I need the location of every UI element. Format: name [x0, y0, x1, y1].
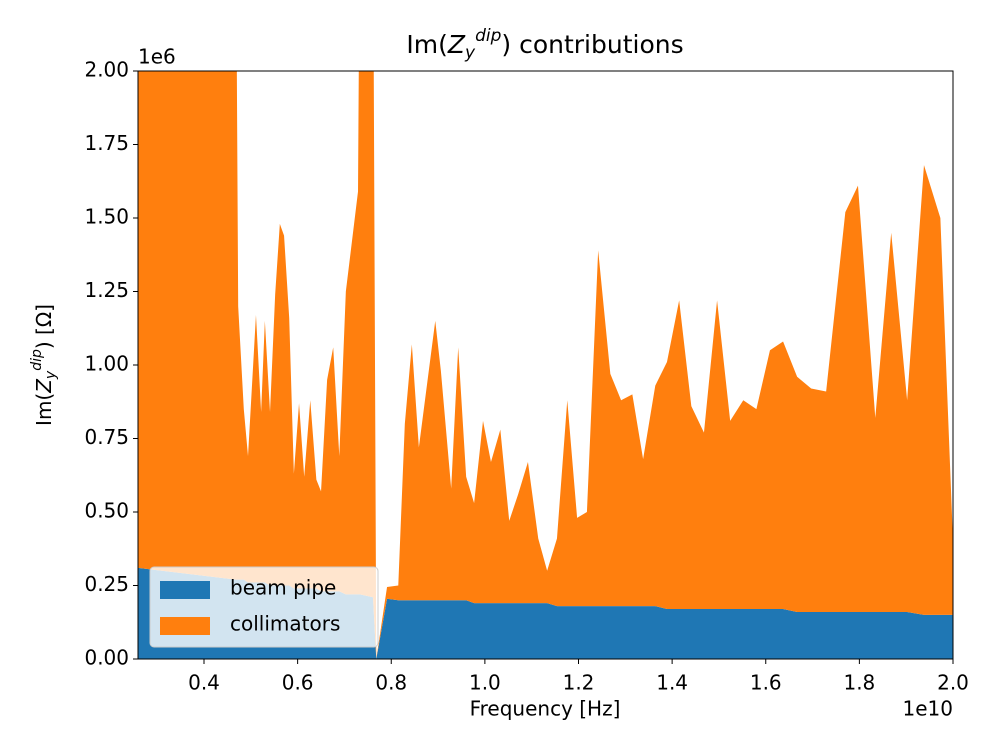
x-tick-label: 1.8 — [843, 671, 875, 695]
ylabel-part: y — [43, 370, 59, 380]
legend-swatch — [160, 617, 210, 635]
ylabel-part: Z — [32, 378, 56, 394]
x-tick-label: 1.0 — [469, 671, 501, 695]
x-tick-label: 1.6 — [750, 671, 782, 695]
ylabel-part: dip — [29, 349, 45, 371]
chart-title: Im(Zydip) contributions — [406, 26, 683, 63]
plot-area — [138, 71, 953, 659]
y-axis-label: Im(Zydip) [Ω] — [29, 304, 59, 426]
area-1 — [138, 71, 953, 659]
y-tick-label: 1.75 — [84, 131, 129, 155]
y-offset-label: 1e6 — [138, 45, 176, 69]
title-part: Z — [447, 30, 466, 59]
x-offset-label: 1e10 — [903, 697, 953, 721]
legend-swatch — [160, 581, 210, 599]
x-tick-label: 1.2 — [563, 671, 595, 695]
y-tick-label: 1.00 — [84, 352, 129, 376]
title-part: dip — [475, 26, 502, 46]
x-tick-label: 0.8 — [375, 671, 407, 695]
x-tick-label: 2.0 — [937, 671, 969, 695]
x-tick-label: 1.4 — [656, 671, 688, 695]
x-tick-label: 0.4 — [188, 671, 220, 695]
y-tick-label: 0.75 — [84, 425, 129, 449]
y-tick-label: 0.00 — [84, 646, 129, 670]
legend-label: beam pipe — [230, 576, 336, 600]
ylabel-part: Im( — [32, 393, 56, 426]
title-part: ) contributions — [501, 30, 683, 59]
y-tick-label: 0.25 — [84, 572, 129, 596]
legend-label: collimators — [230, 612, 340, 636]
y-tick-label: 2.00 — [84, 58, 129, 82]
y-tick-label: 1.25 — [84, 278, 129, 302]
x-axis-label: Frequency [Hz] — [470, 697, 621, 721]
ylabel-part: ) [Ω] — [32, 304, 56, 349]
title-part: y — [464, 43, 476, 63]
y-tick-label: 1.50 — [84, 205, 129, 229]
x-tick-label: 0.6 — [282, 671, 314, 695]
title-part: Im( — [406, 30, 447, 59]
y-tick-label: 0.50 — [84, 499, 129, 523]
